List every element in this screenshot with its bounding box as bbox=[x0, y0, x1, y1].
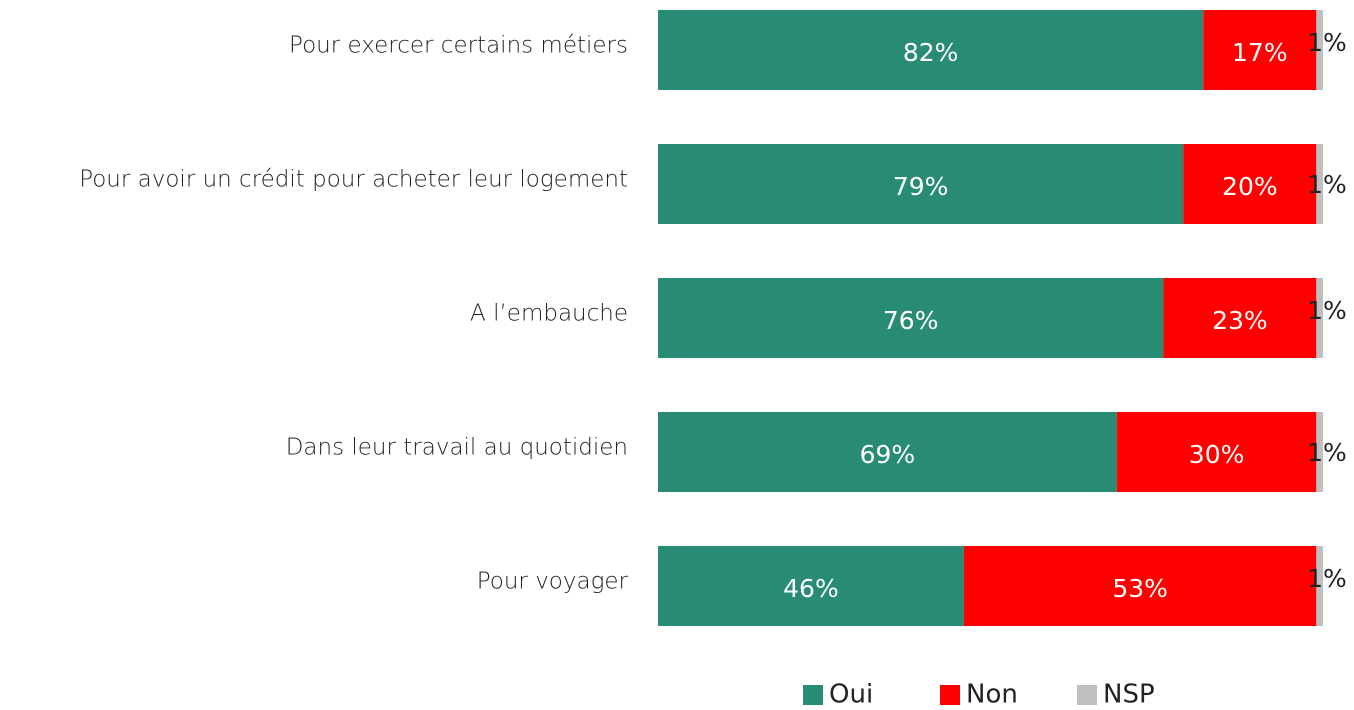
bar-segment bbox=[658, 278, 1164, 358]
bar-segment bbox=[658, 412, 1117, 492]
bar-segment bbox=[1316, 412, 1323, 492]
bar-segment bbox=[658, 546, 964, 626]
bar-segment bbox=[658, 144, 1184, 224]
value-label: 82% bbox=[903, 38, 959, 67]
bar-segment bbox=[1116, 412, 1317, 492]
bar-segment bbox=[1163, 278, 1317, 358]
bar-segment bbox=[1183, 144, 1317, 224]
category-label: Pour avoir un crédit pour acheter leur l… bbox=[79, 167, 628, 193]
value-label: 23% bbox=[1212, 306, 1268, 335]
value-label: 46% bbox=[783, 574, 839, 603]
value-label: 20% bbox=[1222, 172, 1278, 201]
bar-segment bbox=[1316, 10, 1323, 90]
value-label: 69% bbox=[860, 440, 916, 469]
value-label: 30% bbox=[1189, 440, 1245, 469]
value-label: 1% bbox=[1307, 296, 1347, 325]
value-label: 17% bbox=[1232, 38, 1288, 67]
legend-swatch bbox=[940, 685, 960, 705]
value-label: 53% bbox=[1112, 574, 1168, 603]
value-label: 1% bbox=[1307, 170, 1347, 199]
bar-segment bbox=[1316, 144, 1323, 224]
value-label: 1% bbox=[1307, 438, 1347, 467]
legend-swatch bbox=[1077, 685, 1097, 705]
category-label: Dans leur travail au quotidien bbox=[286, 435, 628, 461]
category-label: Pour exercer certains métiers bbox=[289, 33, 628, 59]
legend-label: Oui bbox=[829, 680, 873, 710]
bar-segment bbox=[963, 546, 1317, 626]
value-label: 76% bbox=[883, 306, 939, 335]
legend-swatch bbox=[803, 685, 823, 705]
category-label: Pour voyager bbox=[477, 569, 629, 595]
value-label: 1% bbox=[1307, 564, 1347, 593]
legend-label: Non bbox=[966, 680, 1018, 710]
bar-segment bbox=[1316, 546, 1323, 626]
bar-segment bbox=[658, 10, 1204, 90]
category-label: A l’embauche bbox=[470, 301, 628, 327]
legend-label: NSP bbox=[1103, 680, 1155, 710]
bar-segment bbox=[1203, 10, 1317, 90]
value-label: 79% bbox=[893, 172, 949, 201]
bar-segment bbox=[1316, 278, 1323, 358]
value-label: 1% bbox=[1307, 28, 1347, 57]
